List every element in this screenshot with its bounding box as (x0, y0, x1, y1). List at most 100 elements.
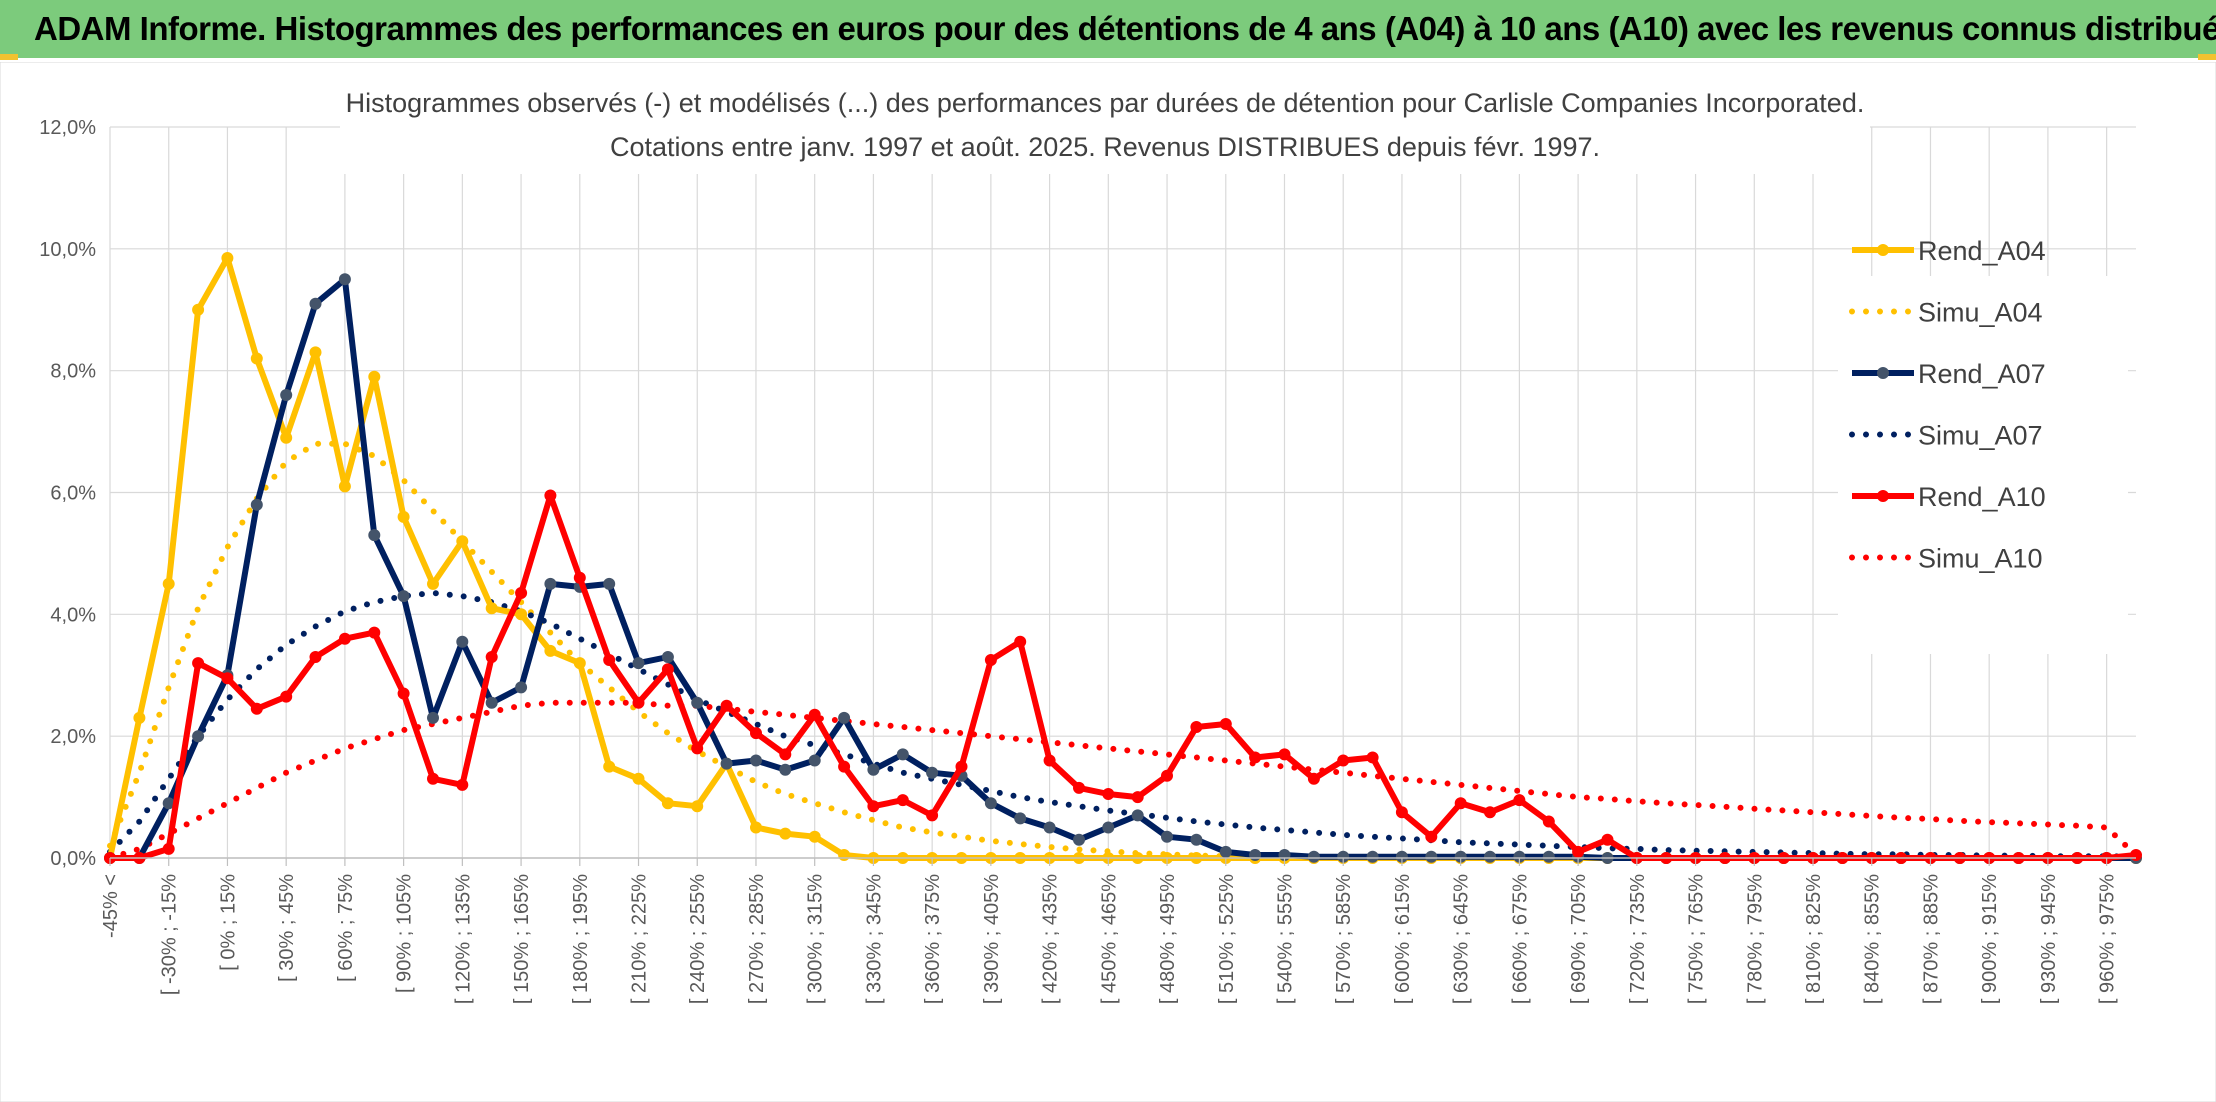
series-rend-a07-point (1073, 833, 1085, 846)
x-tick-label: [ 630% ; 645% (1451, 874, 1473, 1004)
series-rend-a07-point (192, 730, 205, 743)
y-tick-label: 6,0% (50, 483, 96, 505)
series-rend-a10-point (1484, 806, 1496, 819)
series-rend-a04-point (280, 431, 293, 444)
series-rend-a07-point (368, 529, 381, 542)
legend-label-rend-a10: Rend_A10 (1918, 482, 2046, 512)
series-rend-a10-point (1190, 721, 1203, 733)
legend-label-simu-a07: Simu_A07 (1918, 421, 2043, 451)
x-tick-label: [ 750% ; 765% (1686, 874, 1708, 1004)
series-rend-a10-point (867, 800, 880, 813)
series-rend-a10-point (1542, 815, 1555, 828)
series-rend-a04-point (573, 657, 586, 670)
series-rend-a04-point (838, 849, 851, 861)
series-rend-a07-point (632, 657, 645, 670)
series-rend-a07-point (1425, 850, 1438, 863)
series-rend-a04-point (397, 510, 410, 523)
x-tick-label: [ 240% ; 255% (687, 874, 709, 1004)
series-rend-a07-point (250, 498, 263, 511)
legend-backdrop (1838, 276, 2128, 654)
series-rend-a10-point (838, 760, 851, 773)
x-tick-label: [ 30% ; 45% (276, 874, 298, 982)
series-rend-a10-point (750, 727, 762, 740)
series-rend-a10-point (1513, 794, 1526, 807)
series-rend-a07-point (1542, 850, 1555, 863)
series-rend-a10-point (397, 687, 410, 700)
series-rend-a10-point (779, 748, 792, 761)
x-tick-label: [ 420% ; 435% (1040, 874, 1062, 1004)
report-banner: ADAM Informe. Histogrammes des performan… (0, 0, 2216, 58)
histogram-chart: 0,0% 2,0% 4,0% 6,0% 8,0% 10,0% 12,0% -45% < [ -3… (0, 62, 2216, 1102)
series-rend-a07-point (456, 635, 469, 648)
x-tick-label: [ 540% ; 555% (1274, 874, 1296, 1004)
series-rend-a10-point (603, 654, 616, 666)
series-rend-a10-point (280, 690, 293, 703)
series-rend-a10-point (544, 489, 557, 502)
x-tick-label: [ 840% ; 855% (1862, 874, 1884, 1004)
chart-area: 0,0% 2,0% 4,0% 6,0% 8,0% 10,0% 12,0% -45% < [ -3… (0, 62, 2216, 1102)
series-rend-a10-point (691, 742, 704, 755)
series-rend-a07-point (1366, 850, 1379, 863)
series-rend-a10-point (250, 702, 263, 715)
x-tick-label: [ 690% ; 705% (1568, 874, 1590, 1004)
series-rend-a10-point (1249, 751, 1262, 764)
x-tick-label: [ 90% ; 105% (394, 874, 416, 993)
series-rend-a10-point (515, 587, 528, 599)
series-rend-a07-point (896, 748, 909, 761)
legend-marker-rend-a07 (1877, 367, 1889, 379)
legend-label-simu-a04: Simu_A04 (1918, 298, 2043, 328)
x-tick-label: [ 900% ; 915% (1979, 874, 2001, 1004)
series-rend-a07-point (515, 681, 528, 694)
series-rend-a07-point (661, 651, 674, 663)
x-tick-label: [ 330% ; 345% (863, 874, 885, 1004)
series-rend-a10-point (309, 651, 322, 663)
series-rend-a10-point (573, 571, 586, 584)
series-rend-a07-point (1043, 821, 1056, 834)
title-backdrop (340, 82, 1870, 174)
title-layer: Histogrammes observés (-) et modélisés (… (340, 82, 1870, 174)
series-rend-a10-point (1102, 788, 1115, 800)
x-tick-label: [ 360% ; 375% (922, 874, 944, 1004)
series-rend-a07-point (720, 757, 733, 770)
series-rend-a07-point (427, 711, 439, 724)
series-simu-a10-line (107, 699, 2139, 861)
x-tick-label: [ 600% ; 615% (1392, 874, 1414, 1004)
series-rend-a07-point (1014, 812, 1027, 825)
x-tick-label: [ 270% ; 285% (746, 874, 768, 1004)
series-rend-a10-point (427, 772, 439, 785)
series-rend-a10-point (1278, 748, 1291, 761)
series-rend-a07-point (1190, 833, 1203, 846)
chart-title: Histogrammes observés (-) et modélisés (… (346, 88, 1865, 118)
legend-label-rend-a04: Rend_A04 (1918, 236, 2046, 266)
series-rend-a10-point (162, 842, 175, 855)
banner-accent-left (0, 54, 18, 60)
series-rend-a10-point (1366, 751, 1379, 764)
series-simu-a07-line (107, 590, 2139, 860)
series-simu-a04-line (107, 440, 2139, 861)
y-tick-label: 10,0% (39, 239, 96, 261)
report-title: ADAM Informe. Histogrammes des performan… (34, 10, 2216, 47)
y-tick-label: 8,0% (50, 361, 96, 383)
chart-subtitle: Cotations entre janv. 1997 et août. 2025… (610, 132, 1600, 162)
legend-marker-rend-a10 (1877, 490, 1889, 502)
series-rend-a04-point (485, 602, 498, 615)
series-rend-a10-point (456, 778, 469, 791)
series-rend-a10-point (896, 794, 909, 807)
series-rend-a04-point (162, 577, 175, 590)
series-rend-a10-point (1337, 754, 1350, 767)
series-rend-a07-point (750, 754, 762, 767)
legend: Rend_A04 Simu_A04 Rend_A07 Simu_A07 Rend_A10… (1838, 236, 2128, 654)
x-tick-label: [ 810% ; 825% (1803, 874, 1825, 1004)
series-rend-a07-point (779, 763, 792, 776)
legend-marker-rend-a04 (1877, 244, 1889, 256)
x-tick-label: [ 0% ; 15% (217, 874, 239, 971)
x-tick-label: [ 120% ; 135% (452, 874, 474, 1004)
series-rend-a10-point (661, 663, 674, 676)
series-rend-a10-point (632, 696, 645, 709)
x-tick-label: [ -30% ; -15% (159, 874, 181, 995)
series-rend-a04-point (661, 797, 674, 810)
series-rend-a04-point (133, 711, 146, 724)
series-rend-a07-point (544, 577, 557, 590)
x-tick-label: [ 180% ; 195% (570, 874, 592, 1004)
series-rend-a10-point (808, 708, 821, 721)
